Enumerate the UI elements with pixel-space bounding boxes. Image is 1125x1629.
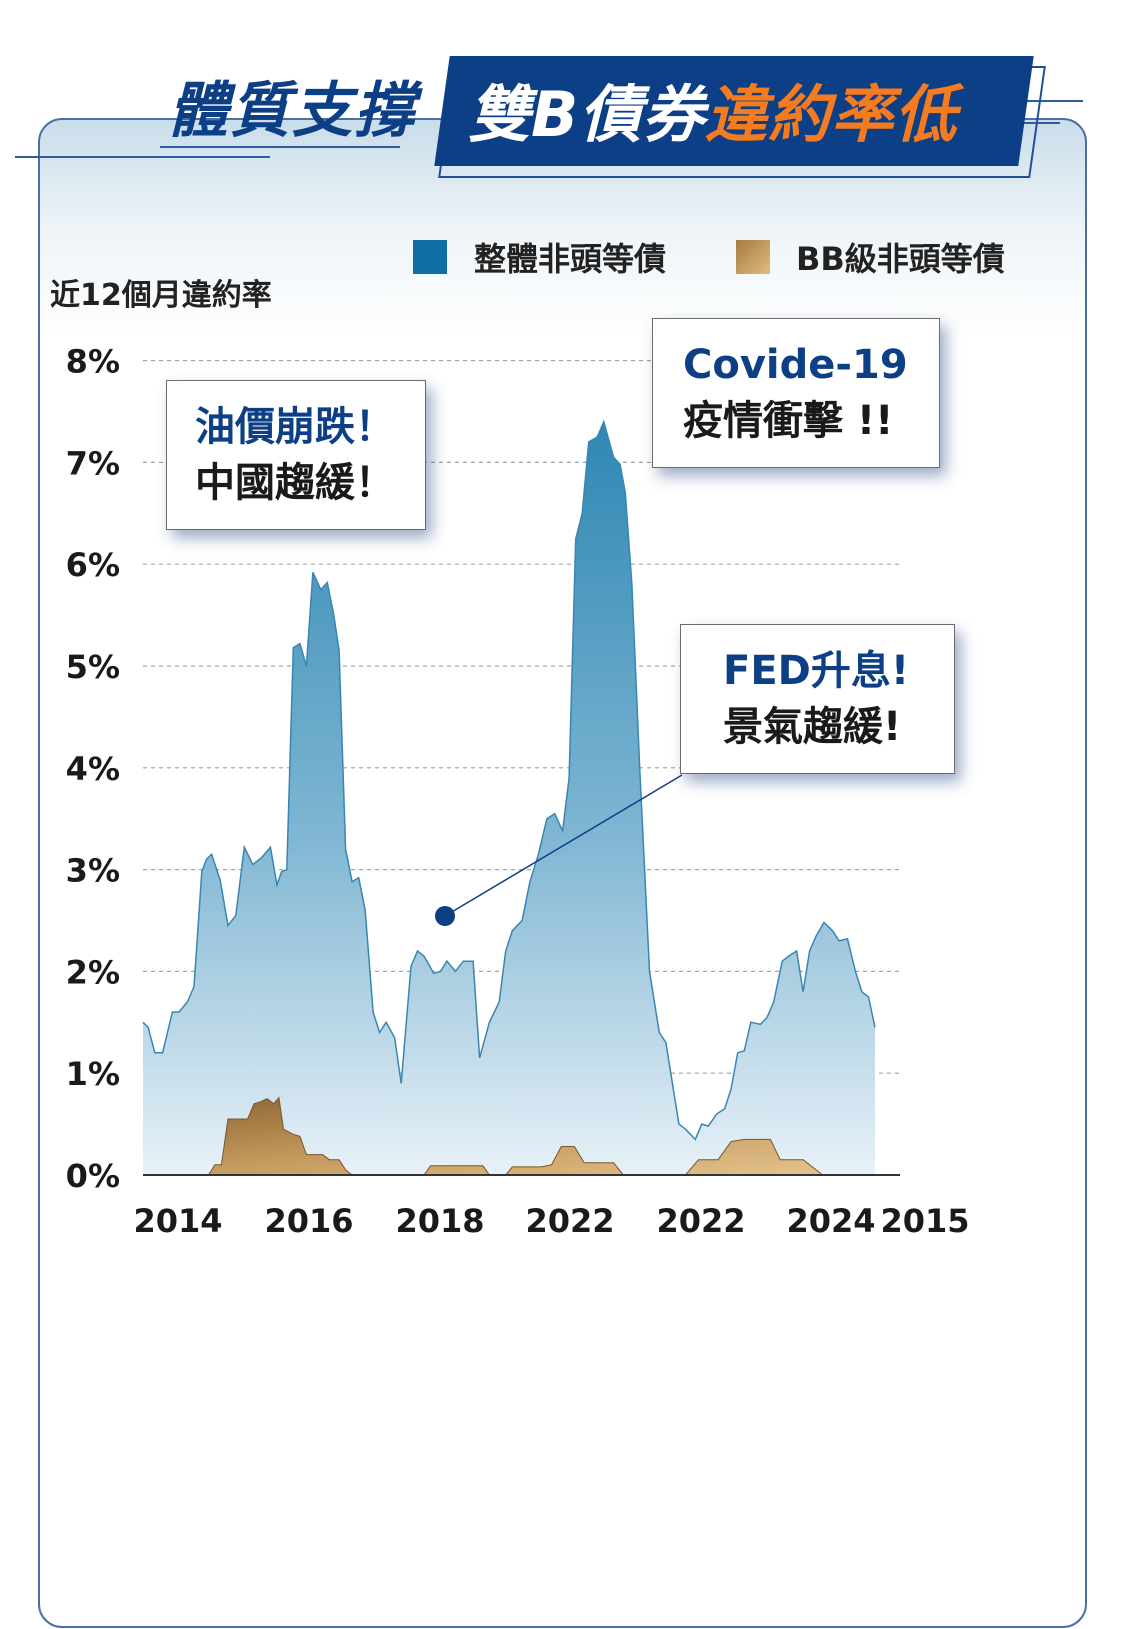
- x-tick-label: 2018: [395, 1202, 484, 1240]
- y-tick-label: 6%: [66, 546, 120, 584]
- y-tick-label: 4%: [66, 750, 120, 788]
- legend-swatch-overall: [413, 240, 447, 274]
- annotation-oil-crash: 油價崩跌！ 中國趨緩！: [166, 380, 426, 530]
- header-title-left: 體質支撐: [168, 76, 416, 146]
- series-layer: [142, 419, 876, 1176]
- x-tick-label: 2022: [656, 1202, 745, 1240]
- annotation-oil-line1: 油價崩跌！: [195, 404, 395, 450]
- banner-text-white: 雙B債券: [468, 78, 706, 151]
- annotation-covid-line1: Covide-19: [683, 342, 908, 388]
- y-tick-label: 1%: [66, 1055, 120, 1093]
- y-tick-label: 2%: [66, 953, 120, 991]
- series-overall-area: [143, 421, 875, 1175]
- y-axis-label: 近12個月違約率: [50, 278, 272, 313]
- x-tick-label: 2016: [264, 1202, 353, 1240]
- deco-line-right-2: [1005, 122, 1060, 124]
- deco-line-right-1: [1000, 100, 1083, 102]
- y-tick-label: 3%: [66, 852, 120, 890]
- annotation-fed-line2: 景氣趨緩!: [723, 704, 902, 750]
- y-tick-label: 7%: [66, 444, 120, 482]
- annotation-oil-line2: 中國趨緩！: [195, 460, 395, 506]
- annotation-fed: FED升息! 景氣趨緩!: [680, 624, 955, 774]
- series-overall-line: [142, 419, 876, 1141]
- annotation-covid-line2: 疫情衝擊 !!: [683, 398, 894, 444]
- annotation-covid: Covide-19 疫情衝擊 !!: [652, 318, 940, 468]
- banner-text-orange: 違約率低: [705, 78, 958, 151]
- annotation-connector-line: [444, 774, 683, 917]
- x-tick-label: 2014: [133, 1202, 222, 1240]
- axis-layer: 0% 1% 2% 3% 4% 5% 6% 7% 8% 2014 2016 2018 2022 2022 20…: [66, 343, 970, 1240]
- annotation-fed-line1: FED升息!: [723, 648, 910, 694]
- y-tick-label: 8%: [66, 343, 120, 381]
- header-banner-text: 雙B債券違約率低: [468, 64, 957, 154]
- deco-line-under-title: [160, 146, 400, 148]
- y-tick-label: 0%: [66, 1157, 120, 1195]
- legend-label-overall: 整體非頭等債: [474, 240, 667, 278]
- y-tick-label: 5%: [66, 648, 120, 686]
- legend-label-bb: BB級非頭等債: [796, 240, 1005, 278]
- x-tick-label: 2015: [880, 1202, 969, 1240]
- annotation-marker-dot: [435, 906, 455, 926]
- legend-swatch-bb: [736, 240, 770, 274]
- x-tick-label: 2024: [786, 1202, 875, 1240]
- deco-line-left: [15, 156, 270, 158]
- x-tick-label: 2022: [525, 1202, 614, 1240]
